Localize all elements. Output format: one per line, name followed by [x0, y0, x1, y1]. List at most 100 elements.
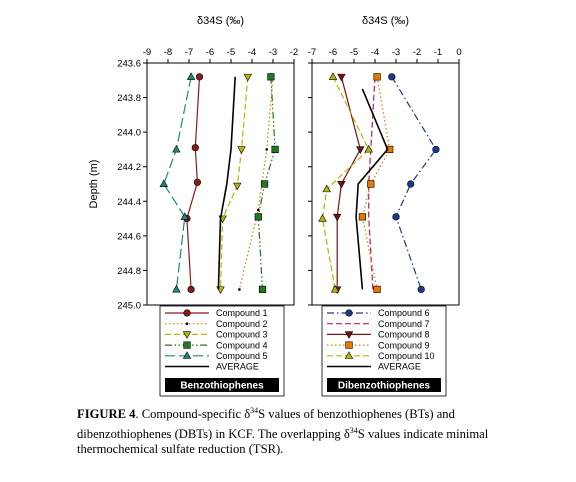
x-tick-label: -6 [206, 47, 214, 58]
x-axis-title: δ34S (‰) [362, 15, 409, 27]
y-tick-label: 244.2 [117, 162, 141, 173]
y-tick-label: 244.4 [117, 197, 141, 208]
series-4 [358, 73, 394, 294]
data-point [337, 181, 346, 189]
series-5 [159, 72, 196, 293]
legend-entry: Compound 1 [216, 308, 268, 318]
series-line [217, 76, 236, 290]
x-tick-label: -9 [143, 47, 151, 58]
series-line [355, 88, 389, 290]
legend-entry: Compound 3 [216, 330, 268, 340]
series-6 [355, 88, 389, 290]
x-tick-label: -2 [413, 47, 421, 58]
data-point [271, 145, 279, 154]
x-tick-label: -5 [227, 47, 235, 58]
data-point [364, 144, 373, 153]
data-point [233, 182, 242, 191]
data-point [265, 148, 269, 151]
caption-text-3: S values indicate minimal thermochemical… [77, 426, 489, 457]
y-tick-label: 244.0 [117, 128, 141, 139]
panel-label-bar [327, 378, 441, 392]
caption-sup-1: 34 [250, 406, 259, 415]
data-point [187, 285, 195, 294]
data-point [193, 178, 201, 186]
legend-marker [345, 341, 353, 349]
y-tick-label: 244.6 [117, 231, 141, 242]
data-point [195, 73, 204, 81]
series-2 [238, 75, 275, 291]
x-tick-label: -7 [308, 47, 316, 58]
data-point [356, 146, 365, 154]
series-line [368, 76, 376, 290]
plot-frame [146, 62, 295, 306]
x-tick-label: -4 [371, 47, 379, 58]
data-point [373, 285, 381, 294]
x-tick-label: -4 [248, 47, 256, 58]
series-line [321, 76, 370, 290]
data-point [191, 144, 199, 152]
legend-marker [345, 309, 353, 317]
series-3 [332, 73, 365, 294]
panel-label-bar [165, 378, 279, 392]
series-5 [318, 72, 373, 293]
y-tick-label: 245.0 [117, 301, 141, 312]
legend-entry: Compound 6 [378, 308, 430, 318]
data-point [254, 213, 262, 221]
legend-marker [182, 331, 192, 339]
panel-label: Dibenzothiophenes [338, 381, 431, 392]
legend-entry: Compound 9 [378, 340, 430, 350]
caption-text-1: . Compound-specific δ [135, 407, 251, 422]
legend-entry: Compound 2 [216, 319, 268, 329]
series-2 [368, 76, 376, 290]
series-line [361, 76, 391, 290]
data-point [373, 73, 381, 81]
data-point [237, 146, 246, 154]
series-line [238, 76, 274, 290]
x-tick-label: -5 [350, 47, 358, 58]
x-tick-label: -6 [329, 47, 337, 58]
x-tick-label: -2 [290, 47, 298, 58]
x-tick-label: 0 [456, 47, 461, 58]
data-point [258, 285, 267, 294]
data-point [392, 213, 400, 221]
data-point [330, 284, 340, 293]
legend-marker [344, 351, 354, 359]
x-tick-label: -8 [164, 47, 172, 58]
legend-marker [183, 309, 191, 317]
y-tick-label: 244.8 [117, 266, 141, 277]
chart-panel-1: δ34S (‰) -9 -8 -7 -6 -5 -4 -3 -2 243.6 243.8 244.0 2… [88, 15, 298, 397]
y-tick-label: 243.6 [117, 59, 141, 70]
x-axis-title: δ34S (‰) [197, 15, 244, 27]
data-point [407, 180, 415, 188]
y-axis-title: Depth (m) [88, 160, 100, 209]
legend-entry: Compound 5 [216, 351, 268, 361]
caption-label: FIGURE 4 [77, 407, 136, 422]
plot-frame [311, 62, 460, 306]
legend-entry: Compound 7 [378, 319, 430, 329]
data-point [388, 73, 396, 81]
data-point [328, 72, 338, 80]
x-tick-label: -1 [434, 47, 442, 58]
data-point [322, 184, 331, 193]
legend-marker [344, 331, 354, 339]
data-point [358, 213, 367, 221]
x-tick-label: -3 [269, 47, 277, 58]
series-4 [254, 73, 279, 294]
data-point [238, 288, 241, 291]
series-line [391, 76, 437, 290]
data-point [260, 180, 269, 188]
caption-sup-2: 34 [349, 425, 358, 435]
series-1 [388, 73, 440, 294]
data-point [243, 73, 253, 82]
legend-entry: Compound 8 [378, 330, 430, 340]
legend-marker [185, 322, 189, 326]
series-1 [183, 73, 204, 294]
y-tick-label: 243.8 [117, 93, 141, 104]
data-point [172, 144, 181, 153]
data-point [337, 73, 346, 82]
caption-text-2: S values of benzothiophenes (BTs) and di… [77, 407, 455, 441]
data-point [267, 73, 275, 81]
